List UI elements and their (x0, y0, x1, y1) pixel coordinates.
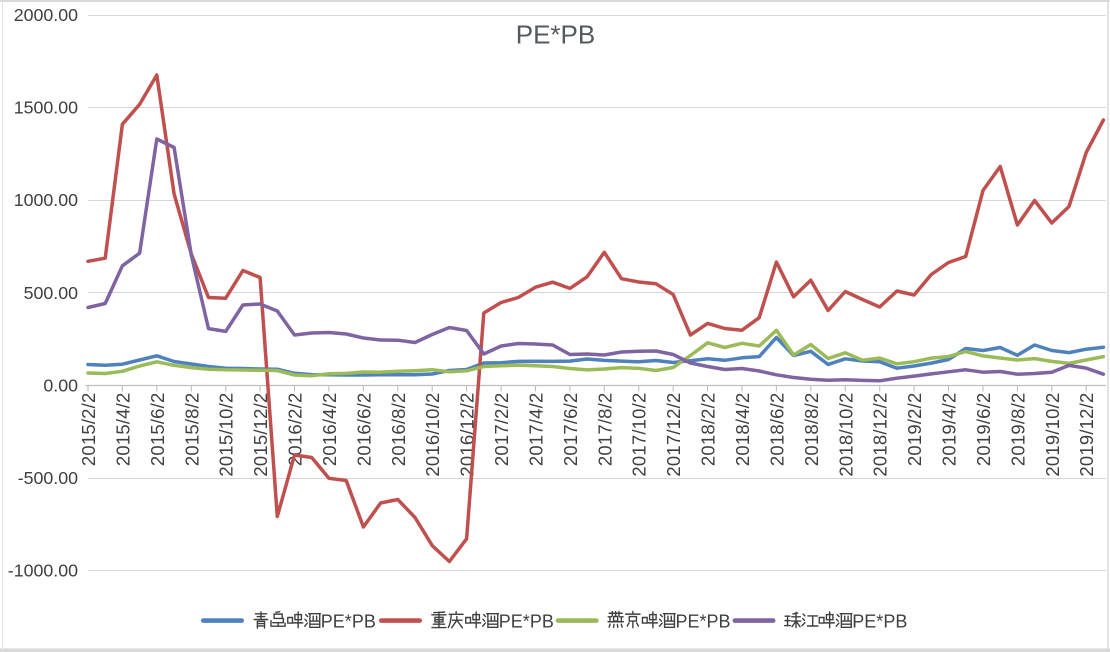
svg-text:-500.00: -500.00 (18, 468, 78, 488)
svg-text:1000.00: 1000.00 (14, 190, 78, 210)
svg-text:2016/8/2: 2016/8/2 (388, 393, 409, 467)
svg-text:2019/2/2: 2019/2/2 (904, 393, 925, 467)
svg-text:500.00: 500.00 (24, 283, 78, 303)
svg-text:2017/12/2: 2017/12/2 (663, 393, 684, 477)
svg-text:PE*PB: PE*PB (321, 612, 376, 632)
svg-text:2016/10/2: 2016/10/2 (422, 393, 443, 477)
svg-text:2015/12/2: 2015/12/2 (250, 393, 271, 477)
svg-text:1500.00: 1500.00 (14, 98, 78, 118)
svg-text:2019/12/2: 2019/12/2 (1076, 393, 1097, 477)
svg-text:PE*PB: PE*PB (499, 612, 554, 632)
svg-text:2015/6/2: 2015/6/2 (147, 393, 168, 467)
svg-text:2015/4/2: 2015/4/2 (112, 393, 133, 467)
svg-text:PE*PB: PE*PB (516, 20, 596, 50)
svg-text:2016/6/2: 2016/6/2 (353, 393, 374, 467)
svg-text:2018/12/2: 2018/12/2 (870, 393, 891, 477)
svg-text:2018/6/2: 2018/6/2 (766, 393, 787, 467)
svg-text:2017/6/2: 2017/6/2 (560, 393, 581, 467)
svg-text:2017/10/2: 2017/10/2 (629, 393, 650, 477)
svg-text:2016/4/2: 2016/4/2 (319, 393, 340, 467)
svg-text:0.00: 0.00 (43, 376, 78, 396)
svg-text:PE*PB: PE*PB (852, 612, 907, 632)
svg-text:2017/8/2: 2017/8/2 (594, 393, 615, 467)
svg-text:2017/4/2: 2017/4/2 (526, 393, 547, 467)
svg-text:2019/4/2: 2019/4/2 (939, 393, 960, 467)
svg-text:2015/8/2: 2015/8/2 (181, 393, 202, 467)
svg-text:2019/8/2: 2019/8/2 (1007, 393, 1028, 467)
svg-text:2016/2/2: 2016/2/2 (285, 393, 306, 467)
svg-text:2018/2/2: 2018/2/2 (698, 393, 719, 467)
svg-text:2018/8/2: 2018/8/2 (801, 393, 822, 467)
svg-text:2015/10/2: 2015/10/2 (216, 393, 237, 477)
svg-text:PE*PB: PE*PB (676, 612, 731, 632)
svg-text:2019/6/2: 2019/6/2 (973, 393, 994, 467)
svg-text:2018/4/2: 2018/4/2 (732, 393, 753, 467)
svg-text:2000.00: 2000.00 (14, 5, 78, 25)
svg-text:2017/2/2: 2017/2/2 (491, 393, 512, 467)
svg-text:2015/2/2: 2015/2/2 (78, 393, 99, 467)
svg-text:-1000.00: -1000.00 (8, 561, 78, 581)
svg-text:2019/10/2: 2019/10/2 (1042, 393, 1063, 477)
svg-text:2018/10/2: 2018/10/2 (835, 393, 856, 477)
